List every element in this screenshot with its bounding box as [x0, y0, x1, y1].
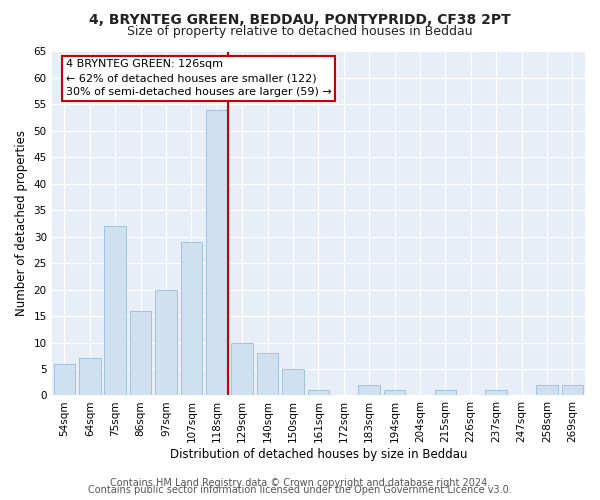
Bar — [384, 390, 406, 396]
Bar — [104, 226, 126, 396]
Bar — [257, 353, 278, 396]
Bar — [79, 358, 101, 396]
Bar — [282, 369, 304, 396]
Text: Contains HM Land Registry data © Crown copyright and database right 2024.: Contains HM Land Registry data © Crown c… — [110, 478, 490, 488]
Bar — [155, 290, 177, 396]
Text: Size of property relative to detached houses in Beddau: Size of property relative to detached ho… — [127, 25, 473, 38]
Bar — [206, 110, 227, 396]
Text: 4 BRYNTEG GREEN: 126sqm
← 62% of detached houses are smaller (122)
30% of semi-d: 4 BRYNTEG GREEN: 126sqm ← 62% of detache… — [65, 60, 331, 98]
Text: Contains public sector information licensed under the Open Government Licence v3: Contains public sector information licen… — [88, 485, 512, 495]
Bar — [181, 242, 202, 396]
Bar — [434, 390, 456, 396]
Bar — [358, 385, 380, 396]
Bar — [53, 364, 75, 396]
Bar — [308, 390, 329, 396]
Bar — [130, 311, 151, 396]
Bar — [485, 390, 507, 396]
Y-axis label: Number of detached properties: Number of detached properties — [15, 130, 28, 316]
X-axis label: Distribution of detached houses by size in Beddau: Distribution of detached houses by size … — [170, 448, 467, 461]
Bar — [232, 342, 253, 396]
Bar — [562, 385, 583, 396]
Bar — [536, 385, 557, 396]
Text: 4, BRYNTEG GREEN, BEDDAU, PONTYPRIDD, CF38 2PT: 4, BRYNTEG GREEN, BEDDAU, PONTYPRIDD, CF… — [89, 12, 511, 26]
